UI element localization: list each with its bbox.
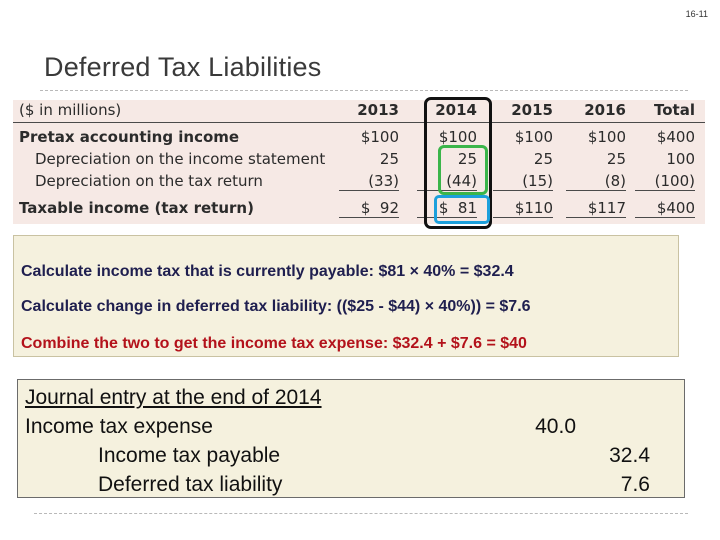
title-divider xyxy=(40,90,688,91)
row-label: Pretax accounting income xyxy=(19,128,240,146)
footer-divider xyxy=(34,513,688,514)
cell-total: (100) xyxy=(635,172,695,191)
cell-total: 100 xyxy=(666,150,695,168)
header-2015: 2015 xyxy=(511,101,553,119)
depreciation-table: ($ in millions) 2013 2014 2015 2016 Tota… xyxy=(13,100,705,224)
cell-2016: (8) xyxy=(566,172,626,191)
journal-credit: 32.4 xyxy=(609,444,650,467)
table-row: Pretax accounting income $100 $100 $100 … xyxy=(13,127,705,149)
cell-2013: (33) xyxy=(339,172,399,191)
journal-heading: Journal entry at the end of 2014 xyxy=(25,386,322,409)
header-2013: 2013 xyxy=(357,101,399,119)
table-row: Depreciation on the tax return (33) (44)… xyxy=(13,171,705,193)
journal-credit: 7.6 xyxy=(620,473,650,496)
header-total: Total xyxy=(654,101,695,119)
journal-account: Income tax payable xyxy=(98,444,281,467)
page-number: 16-11 xyxy=(685,9,708,19)
row-label: Depreciation on the income statement xyxy=(35,150,326,168)
table-unit-label: ($ in millions) xyxy=(19,101,122,119)
header-2014: 2014 xyxy=(435,101,477,119)
depreciation-2014-highlight xyxy=(438,145,488,195)
cell-2015: $110 xyxy=(493,199,553,218)
journal-account: Income tax expense xyxy=(25,415,213,438)
cell-2014: $100 xyxy=(438,128,477,146)
journal-account: Deferred tax liability xyxy=(98,473,283,496)
calc-current-tax: Calculate income tax that is currently p… xyxy=(21,263,514,280)
cell-2015: $100 xyxy=(514,128,553,146)
table-header-row: ($ in millions) 2013 2014 2015 2016 Tota… xyxy=(13,100,705,123)
cell-total: $400 xyxy=(656,128,695,146)
cell-2015: 25 xyxy=(533,150,553,168)
cell-2016: $117 xyxy=(566,199,626,218)
calc-deferred-change: Calculate change in deferred tax liabili… xyxy=(21,298,531,315)
journal-entry-box: Journal entry at the end of 2014 Income … xyxy=(17,379,685,498)
table-row: Taxable income (tax return) $ 92 $ 81 $1… xyxy=(13,198,705,220)
calc-total-expense: Combine the two to get the income tax ex… xyxy=(21,335,527,352)
cell-2014: $ 81 xyxy=(417,199,477,218)
header-2016: 2016 xyxy=(584,101,626,119)
row-label: Taxable income (tax return) xyxy=(19,199,254,217)
page-title: Deferred Tax Liabilities xyxy=(44,52,322,82)
calculation-box: Calculate income tax that is currently p… xyxy=(13,235,679,357)
column-2014-highlight xyxy=(424,97,492,229)
cell-2016: 25 xyxy=(606,150,626,168)
cell-2014: (44) xyxy=(417,172,477,191)
cell-2015: (15) xyxy=(493,172,553,191)
cell-2013: $ 92 xyxy=(339,199,399,218)
table-row: Depreciation on the income statement 25 … xyxy=(13,149,705,171)
cell-2014: 25 xyxy=(457,150,477,168)
cell-2013: 25 xyxy=(379,150,399,168)
taxable-income-2014-highlight xyxy=(434,195,490,224)
journal-debit: 40.0 xyxy=(535,415,576,438)
cell-2016: $100 xyxy=(587,128,626,146)
cell-2013: $100 xyxy=(360,128,399,146)
row-label: Depreciation on the tax return xyxy=(35,172,263,190)
cell-total: $400 xyxy=(635,199,695,218)
